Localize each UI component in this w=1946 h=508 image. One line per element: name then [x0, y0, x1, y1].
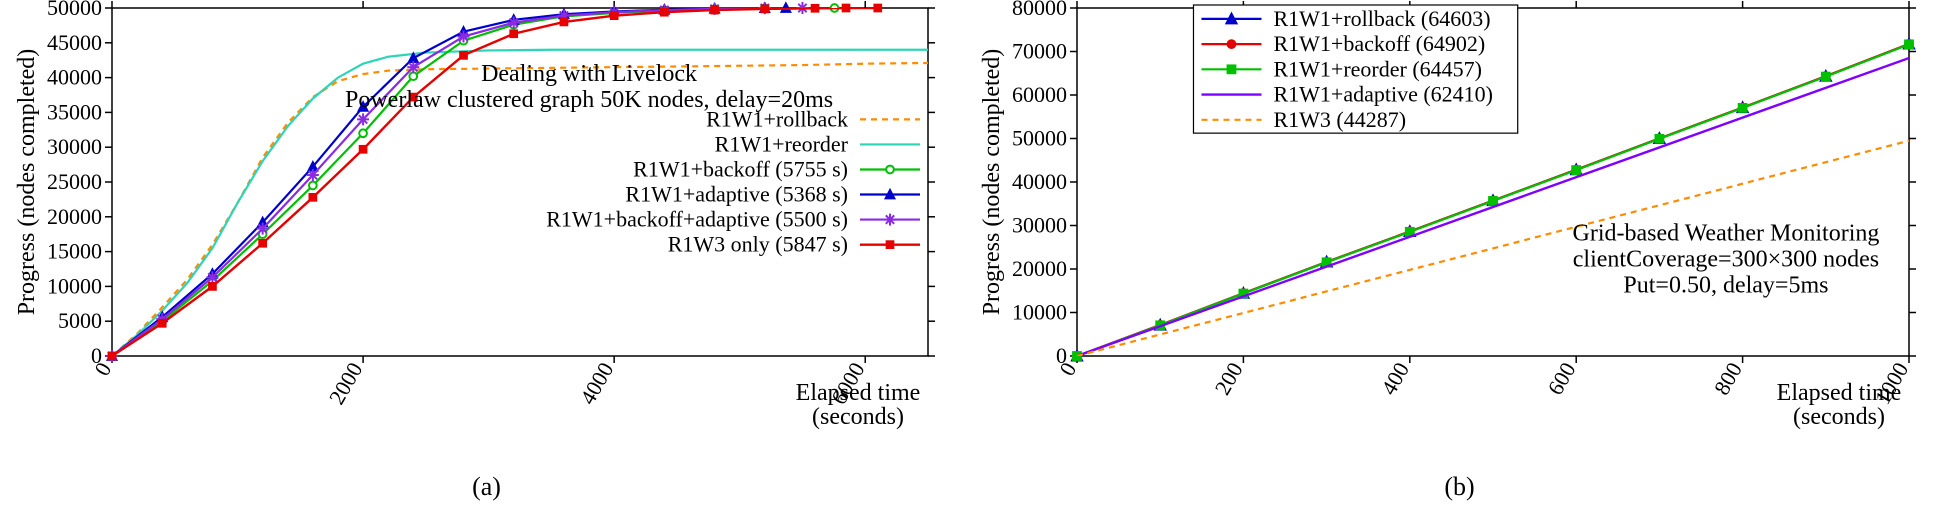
svg-text:R1W1+reorder: R1W1+reorder — [715, 131, 849, 156]
svg-text:40000: 40000 — [47, 65, 102, 90]
svg-text:30000: 30000 — [1012, 213, 1067, 238]
svg-text:R1W1+adaptive (62410): R1W1+adaptive (62410) — [1273, 82, 1493, 107]
svg-text:R1W1+rollback (64603): R1W1+rollback (64603) — [1273, 6, 1490, 31]
svg-text:45000: 45000 — [47, 30, 102, 55]
svg-text:5000: 5000 — [58, 308, 102, 333]
svg-text:R1W1+rollback: R1W1+rollback — [706, 106, 848, 131]
svg-text:20000: 20000 — [1012, 256, 1067, 281]
svg-text:R1W1+backoff (5755 s): R1W1+backoff (5755 s) — [633, 156, 848, 181]
svg-text:(seconds): (seconds) — [1793, 404, 1885, 430]
svg-text:Elapsed time: Elapsed time — [1777, 380, 1902, 406]
svg-text:15000: 15000 — [47, 239, 102, 264]
svg-text:30000: 30000 — [47, 134, 102, 159]
svg-text:Elapsed time: Elapsed time — [796, 380, 921, 406]
chart-a-svg: 0500010000150002000025000300003500040000… — [0, 0, 973, 508]
svg-text:R1W3 only (5847 s): R1W3 only (5847 s) — [668, 232, 848, 257]
svg-text:60000: 60000 — [1012, 82, 1067, 107]
svg-text:70000: 70000 — [1012, 39, 1067, 64]
svg-text:400: 400 — [1376, 358, 1414, 399]
chart-b-svg: 0100002000030000400005000060000700008000… — [973, 0, 1946, 508]
svg-text:25000: 25000 — [47, 169, 102, 194]
svg-text:R1W1+backoff+adaptive (5500 s): R1W1+backoff+adaptive (5500 s) — [546, 207, 848, 232]
svg-text:2000: 2000 — [324, 358, 368, 409]
svg-text:800: 800 — [1709, 358, 1747, 399]
svg-text:10000: 10000 — [1012, 300, 1067, 325]
svg-text:50000: 50000 — [47, 0, 102, 20]
svg-text:Progress (nodes completed): Progress (nodes completed) — [979, 49, 1005, 316]
svg-text:R1W1+reorder (64457): R1W1+reorder (64457) — [1273, 56, 1482, 81]
svg-text:20000: 20000 — [47, 204, 102, 229]
svg-text:35000: 35000 — [47, 99, 102, 124]
svg-text:Progress (nodes completed): Progress (nodes completed) — [14, 49, 40, 316]
svg-text:10000: 10000 — [47, 273, 102, 298]
svg-text:600: 600 — [1542, 358, 1580, 399]
svg-text:200: 200 — [1210, 358, 1248, 399]
svg-text:Put=0.50, delay=5ms: Put=0.50, delay=5ms — [1623, 273, 1828, 299]
svg-text:80000: 80000 — [1012, 0, 1067, 20]
svg-text:Dealing with Livelock: Dealing with Livelock — [481, 61, 697, 87]
svg-text:Grid-based Weather Monitoring: Grid-based Weather Monitoring — [1573, 221, 1880, 247]
svg-text:4000: 4000 — [575, 358, 619, 409]
subplot-label-a: (a) — [472, 472, 501, 502]
subplot-label-b: (b) — [1444, 472, 1474, 502]
svg-text:R1W1+backoff (64902): R1W1+backoff (64902) — [1273, 31, 1485, 56]
svg-text:40000: 40000 — [1012, 169, 1067, 194]
chart-a-panel: 0500010000150002000025000300003500040000… — [0, 0, 973, 508]
svg-text:clientCoverage=300×300 nodes: clientCoverage=300×300 nodes — [1573, 247, 1879, 273]
svg-text:R1W1+adaptive (5368 s): R1W1+adaptive (5368 s) — [625, 182, 848, 207]
svg-text:R1W3 (44287): R1W3 (44287) — [1273, 107, 1406, 132]
svg-text:50000: 50000 — [1012, 126, 1067, 151]
chart-b-panel: 0100002000030000400005000060000700008000… — [973, 0, 1946, 508]
svg-text:(seconds): (seconds) — [812, 404, 904, 430]
